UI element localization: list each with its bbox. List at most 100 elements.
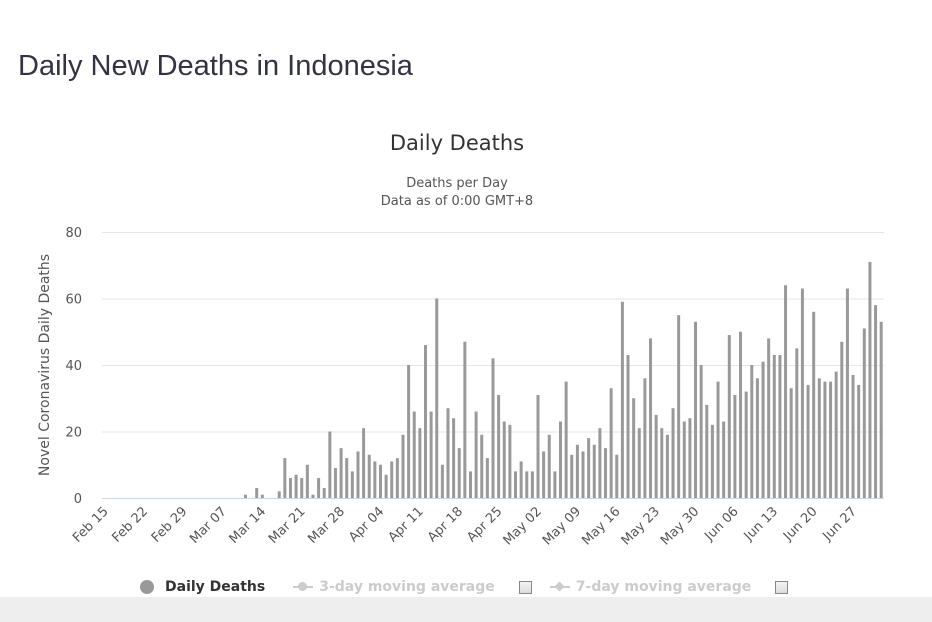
bar[interactable]: [699, 365, 703, 498]
bar[interactable]: [845, 288, 849, 498]
bar[interactable]: [778, 355, 782, 498]
bar[interactable]: [300, 478, 304, 498]
bar[interactable]: [401, 434, 405, 498]
bar[interactable]: [485, 458, 489, 498]
bar[interactable]: [705, 404, 709, 498]
bar[interactable]: [440, 464, 444, 498]
bar[interactable]: [311, 494, 315, 499]
bar[interactable]: [812, 311, 816, 498]
bar[interactable]: [834, 371, 838, 498]
bar[interactable]: [733, 394, 737, 499]
bar[interactable]: [761, 361, 765, 498]
bar[interactable]: [480, 434, 484, 498]
bar[interactable]: [581, 451, 585, 498]
bar[interactable]: [502, 421, 506, 498]
bar[interactable]: [412, 411, 416, 498]
bar[interactable]: [367, 454, 371, 498]
bar[interactable]: [322, 488, 326, 498]
legend-item-daily-deaths[interactable]: Daily Deaths: [140, 579, 265, 595]
bar[interactable]: [817, 378, 821, 498]
bar[interactable]: [727, 335, 731, 498]
bar[interactable]: [362, 428, 366, 499]
bar[interactable]: [260, 494, 264, 499]
legend-item-3-day-average[interactable]: 3-day moving average: [291, 579, 495, 595]
legend-item-7-day-average[interactable]: 7-day moving average: [548, 579, 751, 595]
bar[interactable]: [350, 471, 354, 498]
bar[interactable]: [682, 421, 686, 498]
bar[interactable]: [744, 391, 748, 498]
bar[interactable]: [857, 384, 861, 498]
bar[interactable]: [356, 451, 360, 498]
bar-series-daily-deaths[interactable]: [243, 261, 883, 499]
bar[interactable]: [536, 394, 540, 499]
bar[interactable]: [519, 461, 523, 499]
bar[interactable]: [559, 421, 563, 498]
bar[interactable]: [800, 288, 804, 498]
bar[interactable]: [722, 421, 726, 498]
bar[interactable]: [829, 381, 833, 499]
bar[interactable]: [429, 411, 433, 498]
bar[interactable]: [626, 355, 630, 498]
bar[interactable]: [615, 454, 619, 498]
bar[interactable]: [840, 341, 844, 499]
bar[interactable]: [542, 451, 546, 498]
bar[interactable]: [283, 458, 287, 498]
bar[interactable]: [508, 424, 512, 498]
bar[interactable]: [649, 338, 653, 498]
bar[interactable]: [435, 298, 439, 499]
bar[interactable]: [750, 365, 754, 498]
bar[interactable]: [530, 471, 534, 498]
bar[interactable]: [823, 381, 827, 499]
bar[interactable]: [469, 471, 472, 498]
bar[interactable]: [277, 491, 281, 498]
bar[interactable]: [575, 444, 579, 498]
bar[interactable]: [592, 444, 596, 498]
bar[interactable]: [874, 305, 878, 498]
bar[interactable]: [620, 301, 624, 498]
bar[interactable]: [879, 321, 883, 498]
bar[interactable]: [604, 448, 608, 499]
bar[interactable]: [553, 471, 557, 498]
bar[interactable]: [570, 454, 574, 498]
bar[interactable]: [716, 381, 720, 499]
bar[interactable]: [767, 338, 771, 498]
bar[interactable]: [339, 448, 343, 499]
bar[interactable]: [390, 461, 394, 499]
bar[interactable]: [345, 458, 349, 498]
bar[interactable]: [739, 331, 743, 498]
3-day-average-checkbox[interactable]: [518, 580, 532, 594]
bar[interactable]: [671, 408, 675, 499]
7-day-average-checkbox[interactable]: [775, 580, 789, 594]
bar[interactable]: [851, 374, 855, 499]
bar[interactable]: [755, 378, 759, 498]
bar[interactable]: [497, 394, 501, 499]
bar[interactable]: [373, 461, 377, 499]
bar[interactable]: [407, 365, 411, 498]
bar[interactable]: [452, 418, 456, 498]
bar[interactable]: [255, 488, 259, 498]
bar[interactable]: [328, 431, 332, 499]
bar[interactable]: [637, 428, 641, 499]
bar[interactable]: [665, 434, 669, 498]
bar[interactable]: [294, 474, 298, 499]
bar[interactable]: [868, 261, 872, 498]
bar[interactable]: [491, 358, 495, 498]
bar[interactable]: [688, 418, 692, 498]
bar[interactable]: [384, 474, 388, 499]
bar[interactable]: [395, 458, 399, 498]
bar[interactable]: [806, 384, 810, 498]
bar[interactable]: [694, 321, 698, 498]
bar[interactable]: [305, 464, 309, 498]
bar[interactable]: [632, 398, 636, 498]
bar[interactable]: [677, 315, 681, 499]
bar[interactable]: [547, 434, 551, 498]
bar[interactable]: [772, 355, 776, 498]
bar[interactable]: [463, 341, 467, 499]
bar[interactable]: [243, 494, 247, 499]
bar[interactable]: [446, 408, 450, 499]
bar[interactable]: [660, 428, 664, 499]
bar[interactable]: [514, 471, 517, 498]
bar[interactable]: [587, 438, 591, 498]
bar[interactable]: [525, 471, 529, 498]
bar[interactable]: [457, 448, 461, 499]
